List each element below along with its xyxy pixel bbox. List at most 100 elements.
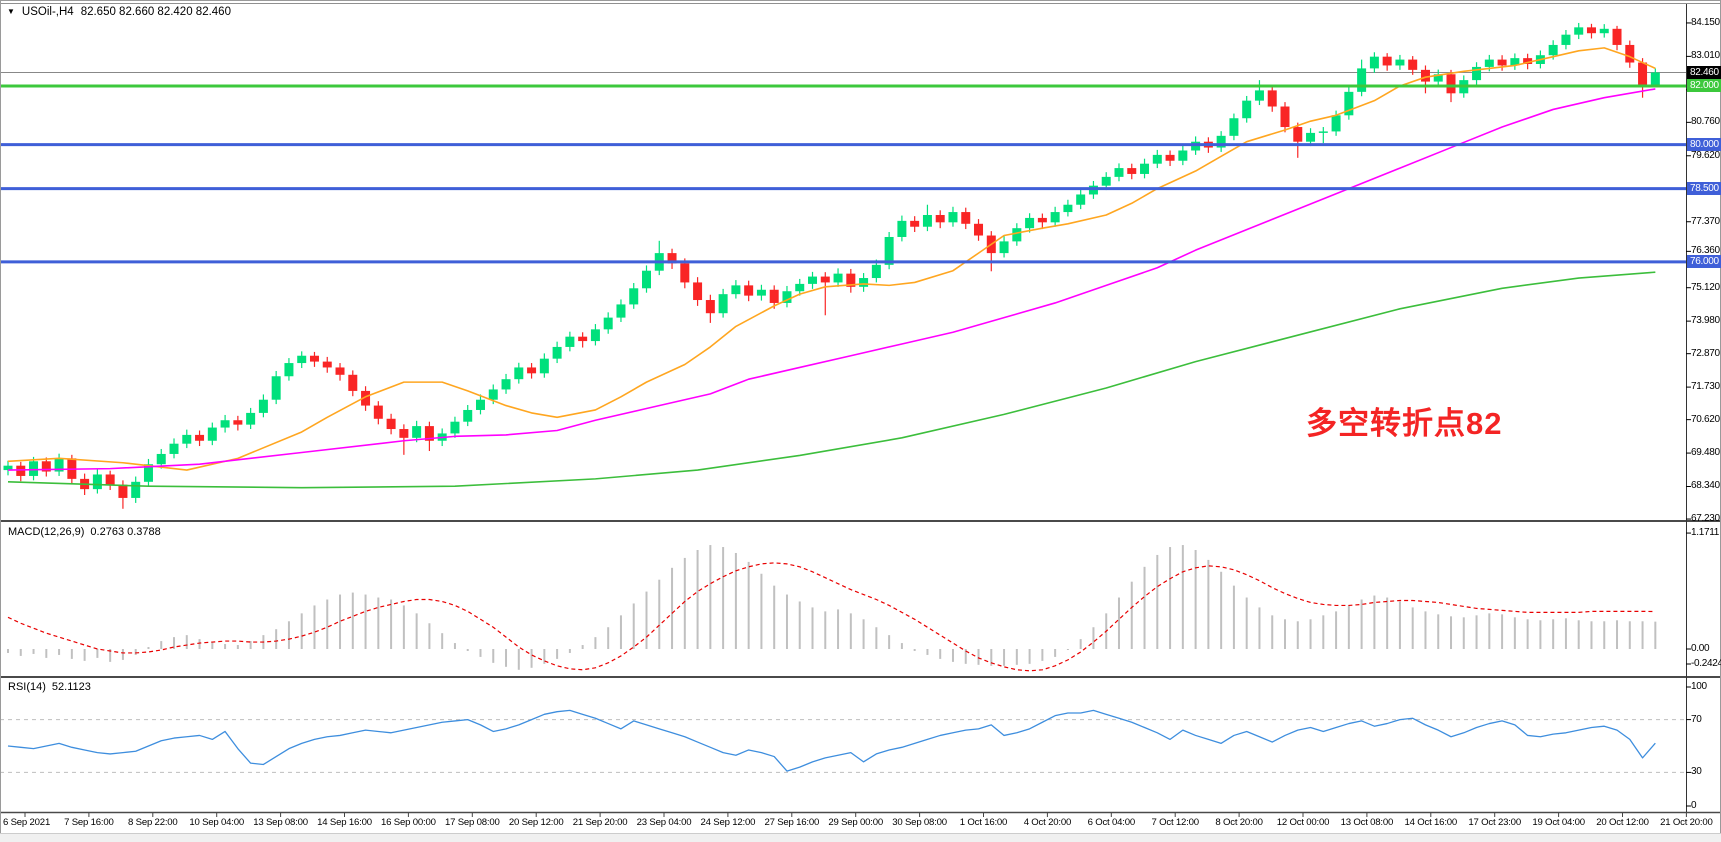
- candle: [1012, 223, 1022, 246]
- price-axis-label: 77.370: [1691, 215, 1720, 227]
- candle-body: [41, 461, 51, 472]
- macd-histogram-bar: [1628, 621, 1631, 649]
- macd-histogram-bar: [709, 545, 712, 649]
- macd-histogram-bar: [479, 649, 482, 657]
- candle: [182, 429, 192, 449]
- price-axis-label: 72.870: [1691, 347, 1720, 359]
- candle-body: [897, 220, 907, 237]
- candle-body: [1229, 118, 1239, 136]
- candle-body: [105, 474, 115, 485]
- price-axis-label: 84.150: [1691, 16, 1720, 28]
- time-axis-label: 14 Oct 16:00: [1404, 817, 1458, 828]
- macd-histogram-bar: [1347, 605, 1350, 649]
- macd-histogram-bar: [1398, 601, 1401, 649]
- candle: [565, 331, 575, 352]
- candle-body: [539, 358, 549, 374]
- macd-histogram-bar: [964, 649, 967, 664]
- macd-histogram-bar: [1181, 545, 1184, 649]
- candle: [1178, 145, 1188, 166]
- macd-histogram-bar: [1245, 597, 1248, 649]
- candle: [501, 373, 511, 394]
- candle: [1650, 68, 1660, 88]
- macd-histogram-bar: [390, 599, 393, 649]
- candle: [105, 470, 115, 491]
- candle-body: [1548, 44, 1558, 56]
- macd-histogram-bar: [1552, 619, 1555, 649]
- macd-histogram-bar: [875, 627, 878, 649]
- candle: [399, 424, 409, 455]
- macd-histogram-bar: [849, 613, 852, 649]
- candle: [603, 312, 613, 334]
- macd-histogram-bar: [1207, 559, 1210, 649]
- candle: [1599, 24, 1609, 38]
- macd-histogram-bar: [1513, 617, 1516, 649]
- candle-body: [1612, 28, 1622, 45]
- macd-signal-line: [7, 562, 1656, 672]
- candle-body: [1076, 194, 1086, 205]
- rsi-axis-label: 100: [1691, 681, 1707, 692]
- candle-body: [1510, 58, 1520, 66]
- candle: [539, 353, 549, 378]
- candle: [1229, 113, 1239, 141]
- rsi-panel-plot[interactable]: [0, 678, 1686, 812]
- candle: [1267, 85, 1277, 112]
- candle-body: [552, 346, 562, 359]
- macd-histogram-bar: [313, 605, 316, 649]
- candle-body: [1574, 27, 1584, 35]
- time-axis-label: 27 Sep 16:00: [764, 817, 820, 828]
- candle-body: [1625, 44, 1635, 63]
- time-axis-label: 12 Oct 00:00: [1276, 817, 1330, 828]
- macd-histogram-bar: [939, 649, 942, 659]
- macd-histogram-bar: [1028, 649, 1031, 664]
- macd-histogram-bar: [594, 637, 597, 649]
- candle: [820, 272, 830, 316]
- macd-histogram-bar: [147, 647, 150, 649]
- candle-body: [207, 427, 217, 441]
- candle: [1586, 23, 1596, 39]
- candle: [386, 413, 396, 435]
- macd-histogram-bar: [888, 635, 891, 649]
- price-axis-label: 75.120: [1691, 281, 1720, 293]
- candle: [1127, 163, 1137, 180]
- candle-body: [1267, 90, 1277, 107]
- candle-body: [1101, 176, 1111, 186]
- macd-histogram-bar: [428, 623, 431, 649]
- candle-body: [1114, 168, 1124, 177]
- candle: [578, 332, 588, 348]
- time-axis-label: 21 Sep 20:00: [572, 817, 628, 828]
- macd-axis-label: -0.2424: [1691, 658, 1721, 669]
- macd-histogram-bar: [1424, 611, 1427, 649]
- symbol-dropdown-icon[interactable]: ▼: [7, 7, 15, 16]
- price-axis-label: 80.760: [1691, 116, 1720, 128]
- candle: [935, 210, 945, 229]
- candle: [297, 351, 307, 369]
- price-level-badge: 76.000: [1687, 255, 1721, 269]
- candle-body: [1472, 66, 1482, 81]
- annotation-text[interactable]: 多空转折点82: [1306, 406, 1503, 441]
- candle-body: [1382, 56, 1392, 66]
- candle: [782, 285, 792, 308]
- macd-histogram-bar: [1641, 621, 1644, 649]
- candle-body: [1012, 228, 1022, 242]
- candle-body: [335, 367, 345, 375]
- candle: [808, 271, 818, 289]
- candle: [258, 394, 268, 418]
- macd-histogram-bar: [58, 649, 61, 655]
- candle-body: [590, 329, 600, 342]
- candle: [974, 219, 984, 241]
- macd-histogram-bar: [1335, 611, 1338, 649]
- macd-histogram-bar: [696, 550, 699, 649]
- candle-body: [1638, 62, 1648, 85]
- candle: [233, 415, 243, 431]
- candle: [195, 430, 205, 447]
- bottom-status-strip: [0, 833, 1721, 842]
- time-axis-label: 17 Oct 23:00: [1468, 817, 1521, 828]
- macd-histogram-bar: [96, 649, 99, 658]
- time-axis-label: 19 Oct 04:00: [1532, 817, 1585, 828]
- candle: [322, 356, 332, 373]
- macd-histogram-bar: [492, 649, 495, 663]
- ma-fast-line: [7, 47, 1656, 471]
- macd-panel-plot[interactable]: [0, 522, 1686, 676]
- macd-histogram-bar: [1309, 619, 1312, 649]
- macd-histogram-bar: [1194, 550, 1197, 649]
